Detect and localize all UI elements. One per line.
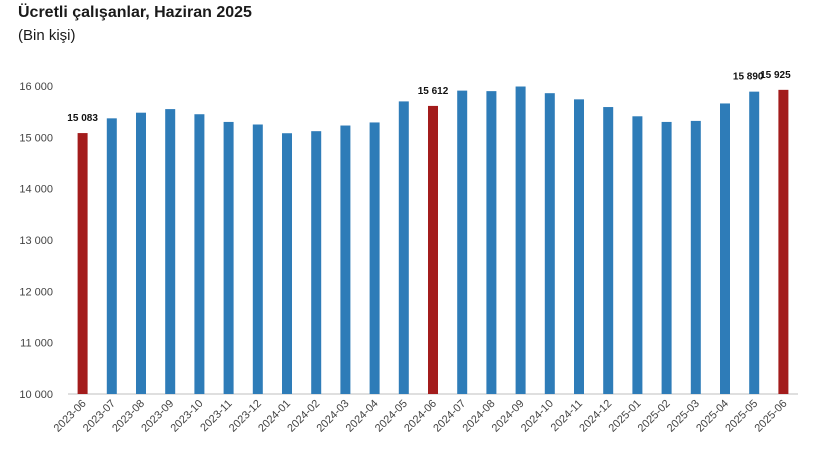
bar-2024-10 — [544, 93, 555, 394]
bar-2023-10 — [194, 114, 205, 394]
data-label: 15 890 — [733, 72, 764, 83]
bar-2024-08 — [486, 91, 497, 394]
x-tick-label: 2024-10 — [519, 398, 556, 435]
bar-2024-03 — [340, 125, 351, 394]
y-tick-label: 10 000 — [19, 389, 53, 401]
data-label: 15 925 — [760, 70, 791, 81]
bar-2025-02 — [661, 121, 672, 394]
bar-2024-11 — [574, 99, 584, 394]
bar-2023-09 — [165, 109, 176, 394]
x-tick-label: 2025-06 — [752, 398, 789, 435]
bar-2024-02 — [311, 131, 322, 394]
bar-2024-07 — [457, 90, 468, 395]
bar-2024-12 — [603, 107, 614, 395]
y-tick-label: 13 000 — [19, 235, 53, 247]
bar-2024-06 — [428, 105, 438, 395]
bar-2024-01 — [282, 133, 292, 394]
y-tick-label: 14 000 — [19, 184, 53, 196]
chart-subtitle: (Bin kişi) — [18, 27, 76, 44]
bar-2023-12 — [252, 124, 263, 394]
bar-2024-09 — [515, 86, 526, 394]
bar-2025-01 — [632, 116, 643, 394]
bar-2025-03 — [690, 120, 701, 394]
x-tick-label: 2023-10 — [168, 398, 205, 435]
y-tick-label: 11 000 — [20, 338, 53, 350]
bar-2025-04 — [720, 103, 730, 394]
bar-2025-06 — [778, 89, 789, 394]
bar-2024-04 — [369, 122, 380, 395]
y-tick-label: 16 000 — [19, 81, 53, 93]
bar-2023-11 — [223, 121, 234, 394]
y-tick-label: 15 000 — [19, 132, 53, 144]
data-label: 15 083 — [67, 113, 98, 124]
bar-2024-05 — [398, 101, 409, 395]
y-tick-label: 12 000 — [19, 286, 53, 298]
bar-2023-06 — [77, 133, 88, 394]
data-label: 15 612 — [418, 86, 449, 97]
bar-2023-08 — [136, 112, 146, 395]
bar-2023-07 — [106, 118, 117, 394]
bar-2025-05 — [749, 91, 760, 394]
chart-title: Ücretli çalışanlar, Haziran 2025 — [18, 4, 252, 21]
